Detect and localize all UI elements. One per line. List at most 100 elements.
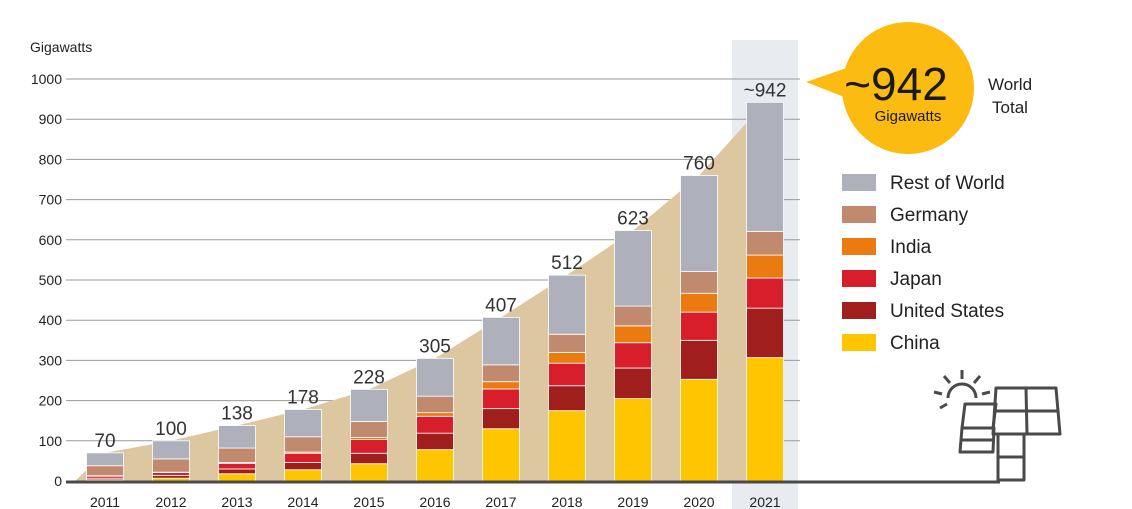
total-label: 407 [485, 295, 517, 316]
x-tick-label: 2017 [485, 494, 516, 509]
legend-swatch [842, 302, 876, 319]
bar-rest-of-world [680, 175, 718, 272]
total-label: 228 [353, 367, 385, 388]
badge-unit: Gigawatts [875, 108, 942, 125]
bar-germany [284, 436, 322, 453]
bar-united-states [416, 432, 454, 451]
legend-label: India [890, 237, 932, 258]
badge-pointer [806, 64, 862, 104]
bar-germany [548, 333, 586, 353]
bar-japan [680, 311, 718, 341]
y-tick-label: 700 [39, 192, 63, 208]
legend: Rest of World Germany India Japan United Sta… [842, 173, 1005, 354]
x-tick-label: 2020 [683, 494, 714, 509]
y-tick-label: 1000 [31, 71, 62, 87]
total-label: 70 [94, 431, 115, 452]
x-tick-label: 2018 [551, 494, 582, 509]
total-label: 760 [683, 153, 715, 174]
x-tick-label: 2012 [155, 494, 186, 509]
bar-india [548, 351, 586, 364]
bar-rest-of-world [86, 452, 124, 467]
legend-label: China [890, 333, 940, 354]
bar-rest-of-world [482, 316, 520, 366]
bar-united-states [680, 339, 718, 380]
bar-india [416, 412, 454, 417]
bar-japan [548, 362, 586, 387]
y-tick-label: 800 [39, 151, 63, 167]
y-tick-label: 300 [39, 352, 63, 368]
bar-india [680, 292, 718, 313]
x-tick-label: 2011 [90, 494, 120, 509]
x-tick-label: 2021 [749, 494, 780, 509]
growth-area [75, 102, 765, 481]
bar-japan [614, 342, 652, 369]
y-tick-label: 500 [39, 272, 63, 288]
bar-rest-of-world [350, 388, 388, 422]
bar-japan [350, 439, 388, 454]
x-tick-label: 2013 [221, 494, 252, 509]
bar-china [746, 357, 784, 482]
bars [86, 101, 784, 482]
bar-germany [86, 465, 124, 477]
legend-swatch [842, 174, 876, 191]
total-label: 305 [419, 336, 451, 357]
bar-japan [746, 277, 784, 309]
bar-india [614, 325, 652, 344]
bar-united-states [614, 367, 652, 399]
total-label: 138 [221, 404, 253, 425]
bar-germany [218, 447, 256, 463]
bar-china [680, 378, 718, 482]
bar-japan [218, 462, 256, 470]
total-label: 100 [155, 419, 187, 440]
legend-swatch [842, 238, 876, 255]
bar-united-states [350, 452, 388, 465]
bar-china [284, 469, 322, 482]
bar-rest-of-world [284, 409, 322, 438]
bar-germany [680, 271, 718, 294]
total-labels: 70 100 138 178 228 305 407 512 623 760 ~942 [94, 80, 786, 452]
legend-label: Japan [890, 269, 942, 290]
bar-china [416, 449, 454, 482]
bar-japan [482, 388, 520, 410]
y-tick-label: 400 [39, 312, 63, 328]
bar-united-states [746, 307, 784, 358]
x-tick-label: 2015 [353, 494, 384, 509]
bar-china [350, 463, 388, 482]
bar-germany [152, 458, 190, 473]
legend-swatch [842, 270, 876, 287]
total-label: 178 [287, 387, 319, 408]
bar-rest-of-world [152, 440, 190, 460]
bar-united-states [284, 462, 322, 471]
y-tick-label: 100 [39, 433, 63, 449]
total-label: ~942 [744, 80, 787, 101]
bar-united-states [482, 408, 520, 430]
bar-japan [284, 452, 322, 463]
legend-label: Germany [890, 205, 969, 226]
bar-china [548, 410, 586, 482]
bar-germany [746, 230, 784, 256]
solar-panel-icon [933, 370, 1062, 482]
bar-united-states [218, 468, 256, 475]
legend-label: United States [890, 301, 1004, 322]
x-tick-labels: 2011 2012 2013 2014 2015 2016 2017 2018 2019 2020… [90, 494, 781, 509]
bar-united-states [548, 385, 586, 412]
x-tick-label: 2016 [419, 494, 450, 509]
bar-china [614, 398, 652, 482]
bar-germany [416, 395, 454, 414]
y-tick-label: 0 [54, 473, 62, 489]
bar-japan [416, 415, 454, 434]
bar-china [218, 473, 256, 482]
badge-caption-line1: World [988, 75, 1032, 94]
y-tick-label: 600 [39, 232, 63, 248]
bar-rest-of-world [218, 425, 256, 449]
world-total-badge: ~942 Gigawatts World Total [806, 22, 1032, 154]
sun-icon [933, 370, 991, 410]
bar-rest-of-world [746, 101, 784, 232]
legend-swatch [842, 334, 876, 351]
bar-india [482, 381, 520, 390]
bar-japan [152, 472, 190, 476]
y-tick-label: 200 [39, 393, 63, 409]
bar-germany [614, 305, 652, 327]
badge-caption-line2: Total [992, 98, 1028, 117]
